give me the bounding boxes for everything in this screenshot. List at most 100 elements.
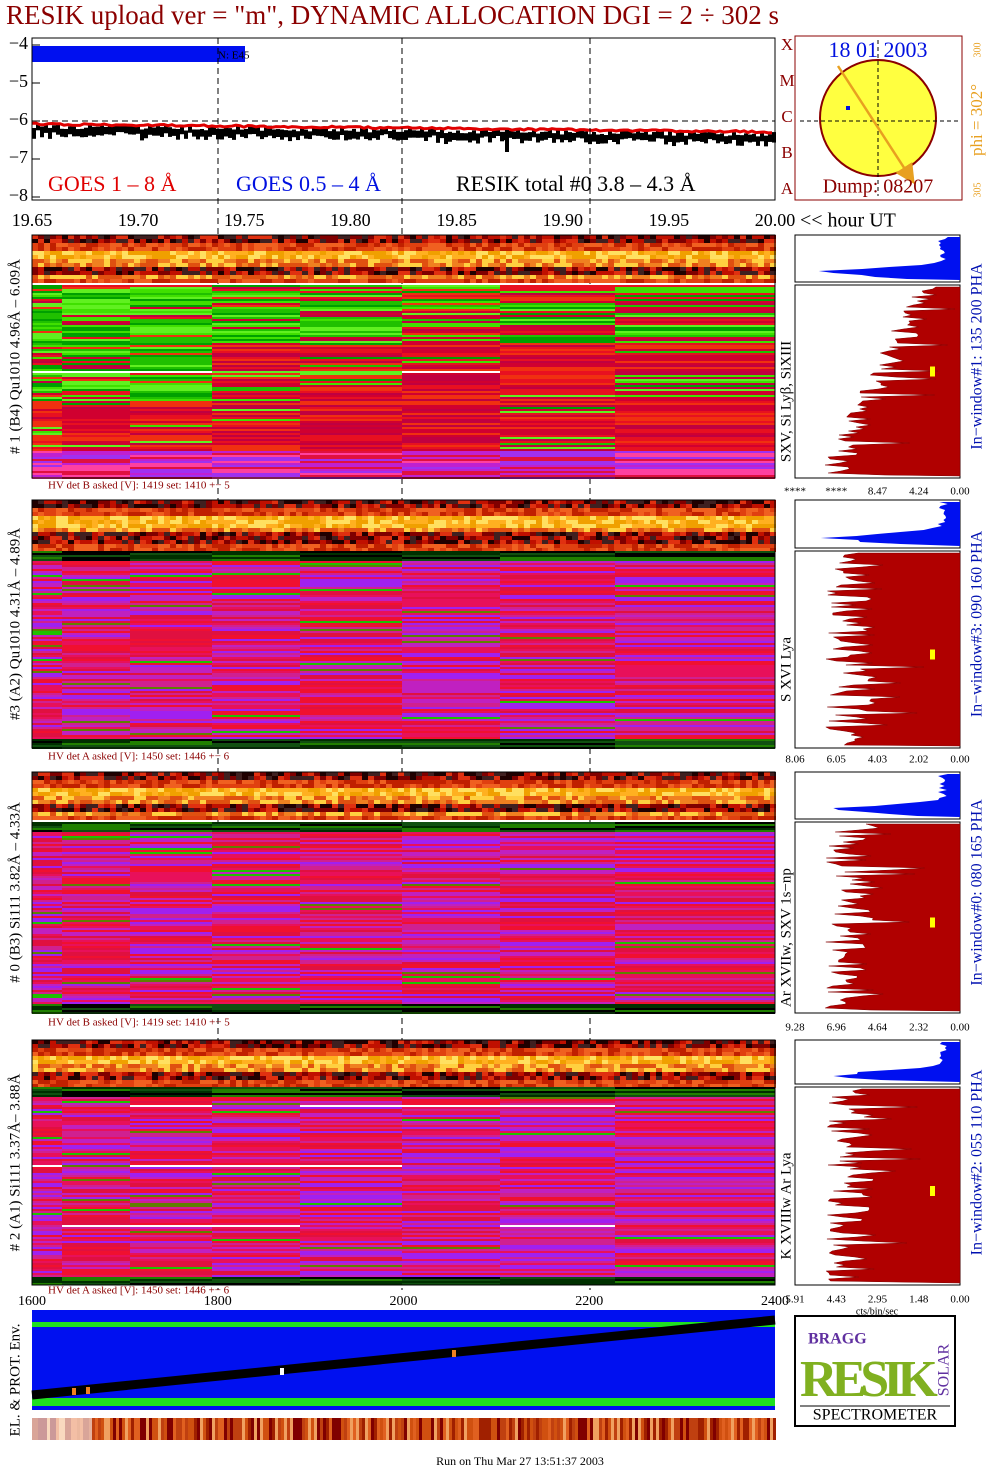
resik-flux: [128, 124, 132, 135]
heat-row: [212, 467, 300, 469]
strip-cell: [398, 528, 404, 532]
heat-row: [212, 605, 300, 607]
strip-cell: [542, 271, 548, 275]
strip-cell: [692, 528, 698, 532]
heat-row: [130, 641, 212, 643]
heat-row: [212, 637, 300, 639]
heat-row: [500, 597, 615, 599]
strip-cell: [404, 532, 410, 536]
strip-cell: [770, 532, 776, 536]
heat-row: [500, 663, 615, 665]
heat-row: [402, 371, 500, 373]
strip-cell: [50, 504, 56, 508]
heat-row: [130, 663, 212, 665]
strip-cell: [254, 520, 260, 524]
resik-flux: [568, 132, 572, 143]
heat-row: [300, 675, 402, 677]
resik-flux: [728, 135, 732, 144]
strip-cell: [758, 520, 764, 524]
resik-flux: [472, 130, 476, 141]
strip-cell: [176, 500, 182, 504]
strip-cell: [248, 772, 254, 776]
heat-row: [300, 323, 402, 325]
strip-cell: [122, 528, 128, 532]
heat-row: [212, 359, 300, 361]
strip-cell: [722, 512, 728, 516]
strip-cell: [524, 267, 530, 271]
heat-row: [32, 707, 62, 709]
heat-row: [130, 687, 212, 689]
heat-row: [130, 697, 212, 699]
heat-row: [300, 393, 402, 395]
resik-flux: [176, 128, 180, 140]
strip-cell: [488, 247, 494, 251]
strip-cell: [590, 548, 596, 552]
heat-row: [130, 353, 212, 355]
heat-row: [500, 631, 615, 633]
strip-cell: [584, 267, 590, 271]
heat-row: [62, 467, 130, 469]
strip-cell: [506, 548, 512, 552]
strip-cell: [632, 536, 638, 540]
strip-cell: [722, 528, 728, 532]
strip-cell: [98, 544, 104, 548]
strip-cell: [68, 255, 74, 259]
resik-flux: [368, 132, 372, 141]
heat-row: [615, 415, 775, 417]
heat-row: [62, 579, 130, 581]
heat-row: [300, 337, 402, 339]
strip-cell: [632, 263, 638, 267]
strip-cell: [224, 267, 230, 271]
heat-row: [500, 565, 615, 567]
strip-cell: [632, 279, 638, 283]
strip-cell: [146, 536, 152, 540]
heat-row: [62, 735, 130, 737]
strip-cell: [158, 504, 164, 508]
heat-row: [402, 689, 500, 691]
strip-cell: [392, 504, 398, 508]
strip-cell: [86, 243, 92, 247]
strip-cell: [548, 512, 554, 516]
heat-row: [130, 555, 212, 557]
strip-cell: [524, 540, 530, 544]
heat-row: [402, 665, 500, 667]
strip-cell: [644, 544, 650, 548]
strip-cell: [62, 540, 68, 544]
strip-cell: [284, 279, 290, 283]
heat-row: [300, 725, 402, 727]
strip-cell: [272, 263, 278, 267]
heat-row: [212, 437, 300, 439]
legend-goes-short: GOES 0.5 – 4 Å: [236, 171, 381, 196]
heat-row: [615, 297, 775, 299]
heat-row: [402, 697, 500, 699]
heat-row: [32, 623, 62, 625]
heat-row: [212, 345, 300, 347]
strip-cell: [548, 267, 554, 271]
heat-row: [500, 677, 615, 679]
strip-cell: [356, 251, 362, 255]
strip-cell: [446, 548, 452, 552]
resik-flux: [512, 131, 516, 140]
heat-row: [62, 321, 130, 323]
strip-cell: [338, 536, 344, 540]
strip-cell: [548, 500, 554, 504]
heat-row: [212, 551, 300, 553]
resik-flux: [692, 132, 696, 142]
strip-cell: [266, 544, 272, 548]
heat-row: [500, 561, 615, 563]
heat-row: [130, 677, 212, 679]
heat-row: [32, 661, 62, 663]
resik-flux: [772, 132, 776, 143]
heat-row: [212, 731, 300, 733]
heat-row: [500, 431, 615, 433]
heat-row: [212, 741, 300, 743]
strip-cell: [554, 500, 560, 504]
heat-row: [500, 581, 615, 583]
heat-row: [615, 351, 775, 353]
strip-cell: [752, 275, 758, 279]
strip-cell: [632, 235, 638, 239]
heat-row: [62, 427, 130, 429]
resik-flux: [708, 130, 712, 140]
strip-cell: [212, 520, 218, 524]
resik-flux: [752, 133, 756, 142]
